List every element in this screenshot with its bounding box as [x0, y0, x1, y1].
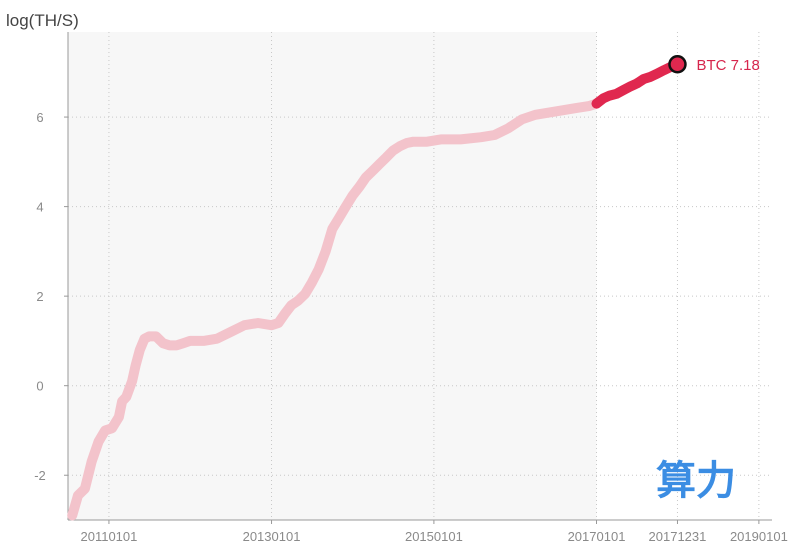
y-axis: -2 0 2 4 6: [34, 110, 68, 483]
x-tick-label: 20171231: [649, 529, 707, 544]
x-tick-label: 20110101: [80, 529, 137, 544]
y-axis-title: log(TH/S): [6, 11, 79, 30]
x-tick-label: 20190101: [730, 529, 788, 544]
end-point-label: BTC 7.18: [696, 57, 759, 74]
end-point-marker: [668, 54, 687, 74]
series-line-history: [67, 98, 602, 521]
x-tick-label: 20150101: [405, 529, 463, 544]
x-tick-label: 20130101: [243, 529, 301, 544]
y-tick-label: 6: [36, 110, 43, 125]
series-line-recent: [591, 59, 683, 109]
shaded-history-region: [68, 32, 597, 520]
x-axis: 20110101 20130101 20150101 20170101 20171231…: [80, 520, 788, 544]
grid-lines: [67, 32, 772, 521]
y-tick-label: -2: [34, 468, 46, 483]
y-tick-label: 0: [36, 379, 43, 394]
series-btc: [67, 59, 683, 521]
y-tick-label: 2: [36, 289, 43, 304]
y-tick-label: 4: [36, 200, 43, 215]
x-tick-label: 20170101: [568, 529, 626, 544]
hashrate-watermark: 算力: [656, 458, 736, 504]
